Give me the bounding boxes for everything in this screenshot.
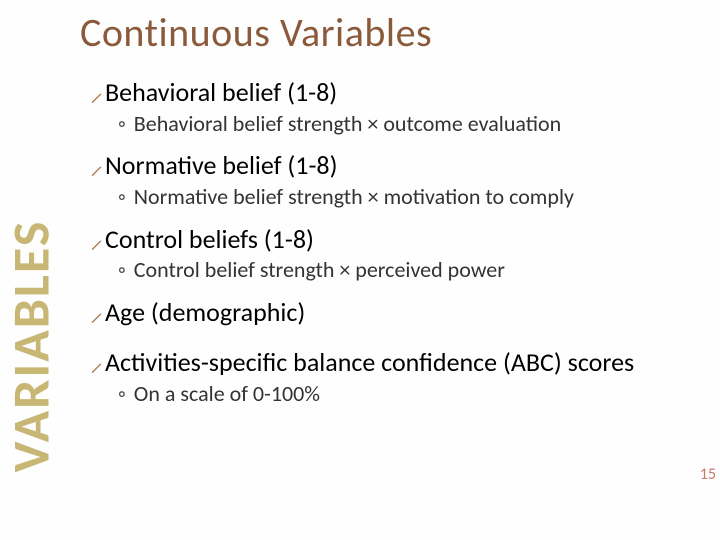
item-label: Behavioral belief (1-8) (105, 78, 337, 108)
bullet-item: ⸝ Normative belief (1-8) (90, 151, 710, 181)
sub-bullet-item: ◦ Control belief strength × perceived po… (118, 256, 710, 283)
bullet-item: ⸝ Control beliefs (1-8) (90, 225, 710, 255)
bullet-icon: ⸝ (90, 299, 103, 325)
sub-bullet-icon: ◦ (118, 183, 126, 210)
bullet-item: ⸝ Age (demographic) (90, 298, 710, 328)
sub-item-label: Behavioral belief strength × outcome eva… (134, 111, 561, 137)
content-area: ⸝ Behavioral belief (1-8) ◦ Behavioral b… (90, 78, 710, 421)
bullet-icon: ⸝ (90, 226, 103, 252)
vertical-label-text: VARIABLES (0, 220, 62, 473)
sub-bullet-icon: ◦ (118, 380, 126, 407)
bullet-icon: ⸝ (90, 79, 103, 105)
sub-bullet-icon: ◦ (118, 256, 126, 283)
slide-title: Continuous Variables (80, 8, 432, 57)
item-label: Activities-specific balance confidence (… (105, 348, 634, 378)
item-label: Age (demographic) (105, 298, 305, 328)
vertical-section-label: VARIABLES (0, 152, 62, 540)
sub-bullet-item: ◦ On a scale of 0-100% (118, 380, 710, 407)
sub-bullet-item: ◦ Behavioral belief strength × outcome e… (118, 110, 710, 137)
sub-bullet-item: ◦ Normative belief strength × motivation… (118, 183, 710, 210)
bullet-item: ⸝ Activities-specific balance confidence… (90, 348, 710, 378)
bullet-icon: ⸝ (90, 152, 103, 178)
item-label: Control beliefs (1-8) (105, 225, 314, 255)
item-label: Normative belief (1-8) (105, 151, 337, 181)
sub-item-label: On a scale of 0-100% (134, 381, 320, 407)
slide: Continuous Variables ⸝ Behavioral belief… (0, 0, 720, 540)
sub-bullet-icon: ◦ (118, 110, 126, 137)
bullet-item: ⸝ Behavioral belief (1-8) (90, 78, 710, 108)
bullet-icon: ⸝ (90, 349, 103, 375)
sub-item-label: Normative belief strength × motivation t… (134, 184, 574, 210)
page-number: 15 (700, 465, 716, 484)
sub-item-label: Control belief strength × perceived powe… (134, 257, 505, 283)
